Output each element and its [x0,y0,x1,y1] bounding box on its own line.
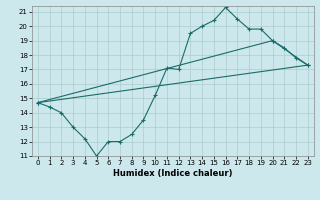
X-axis label: Humidex (Indice chaleur): Humidex (Indice chaleur) [113,169,233,178]
